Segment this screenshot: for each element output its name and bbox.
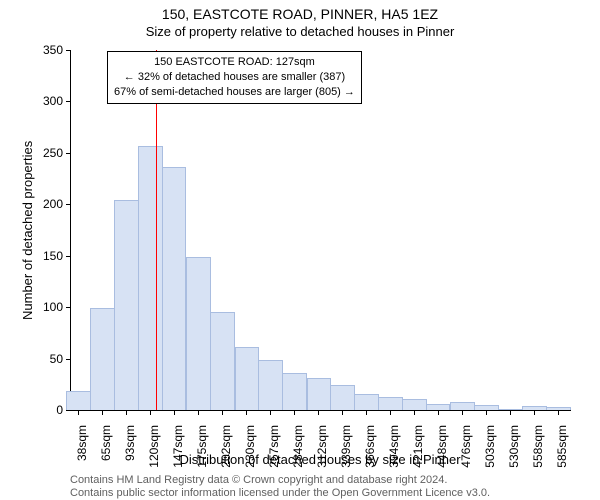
ytick-label: 100 (43, 300, 63, 314)
histogram-bar (210, 312, 235, 410)
xtick-mark (390, 410, 391, 415)
xtick-mark (78, 410, 79, 415)
histogram-bar (450, 402, 475, 410)
histogram-bar (282, 373, 307, 410)
xtick-mark (294, 410, 295, 415)
xtick-mark (510, 410, 511, 415)
xtick-mark (102, 410, 103, 415)
xtick-mark (342, 410, 343, 415)
histogram-bar (138, 146, 163, 410)
ytick-label: 250 (43, 146, 63, 160)
xtick-mark (174, 410, 175, 415)
ytick-mark (66, 256, 71, 257)
xtick-mark (318, 410, 319, 415)
annotation-box: 150 EASTCOTE ROAD: 127sqm ← 32% of detac… (107, 51, 362, 104)
y-axis-label: Number of detached properties (20, 141, 35, 320)
ytick-label: 300 (43, 94, 63, 108)
ytick-label: 150 (43, 249, 63, 263)
histogram-bar (258, 360, 283, 410)
histogram-bar (307, 378, 332, 410)
xtick-mark (366, 410, 367, 415)
chart-title-description: Size of property relative to detached ho… (0, 24, 600, 39)
histogram-bar (114, 200, 139, 410)
xtick-mark (486, 410, 487, 415)
xtick-mark (246, 410, 247, 415)
xtick-mark (270, 410, 271, 415)
footer-line1: Contains HM Land Registry data © Crown c… (70, 474, 590, 486)
footer-line2: Contains public sector information licen… (70, 487, 590, 499)
ytick-label: 200 (43, 197, 63, 211)
xtick-mark (150, 410, 151, 415)
annotation-line2: ← 32% of detached houses are smaller (38… (114, 70, 355, 85)
xtick-mark (414, 410, 415, 415)
annotation-line1: 150 EASTCOTE ROAD: 127sqm (114, 55, 355, 70)
ytick-label: 350 (43, 43, 63, 57)
xtick-mark (198, 410, 199, 415)
xtick-mark (438, 410, 439, 415)
ytick-mark (66, 204, 71, 205)
ytick-mark (66, 307, 71, 308)
xtick-mark (534, 410, 535, 415)
histogram-bar (354, 394, 379, 410)
ytick-label: 0 (56, 403, 63, 417)
ytick-mark (66, 359, 71, 360)
reference-line (156, 50, 157, 410)
ytick-mark (66, 50, 71, 51)
ytick-mark (66, 101, 71, 102)
histogram-bar (235, 347, 260, 410)
x-axis-label: Distribution of detached houses by size … (70, 452, 570, 467)
ytick-mark (66, 153, 71, 154)
xtick-mark (222, 410, 223, 415)
histogram-bar (402, 399, 427, 410)
chart-title-address: 150, EASTCOTE ROAD, PINNER, HA5 1EZ (0, 6, 600, 22)
histogram-bar (90, 308, 115, 410)
histogram-bar (378, 397, 403, 410)
histogram-bar (66, 391, 91, 411)
chart-plot-area: 05010015020025030035038sqm65sqm93sqm120s… (70, 50, 571, 411)
histogram-bar (162, 167, 187, 410)
histogram-bar (330, 385, 355, 410)
ytick-mark (66, 410, 71, 411)
xtick-mark (126, 410, 127, 415)
xtick-mark (558, 410, 559, 415)
xtick-mark (462, 410, 463, 415)
histogram-bar (186, 257, 211, 410)
annotation-line3: 67% of semi-detached houses are larger (… (114, 85, 355, 100)
ytick-label: 50 (50, 352, 63, 366)
